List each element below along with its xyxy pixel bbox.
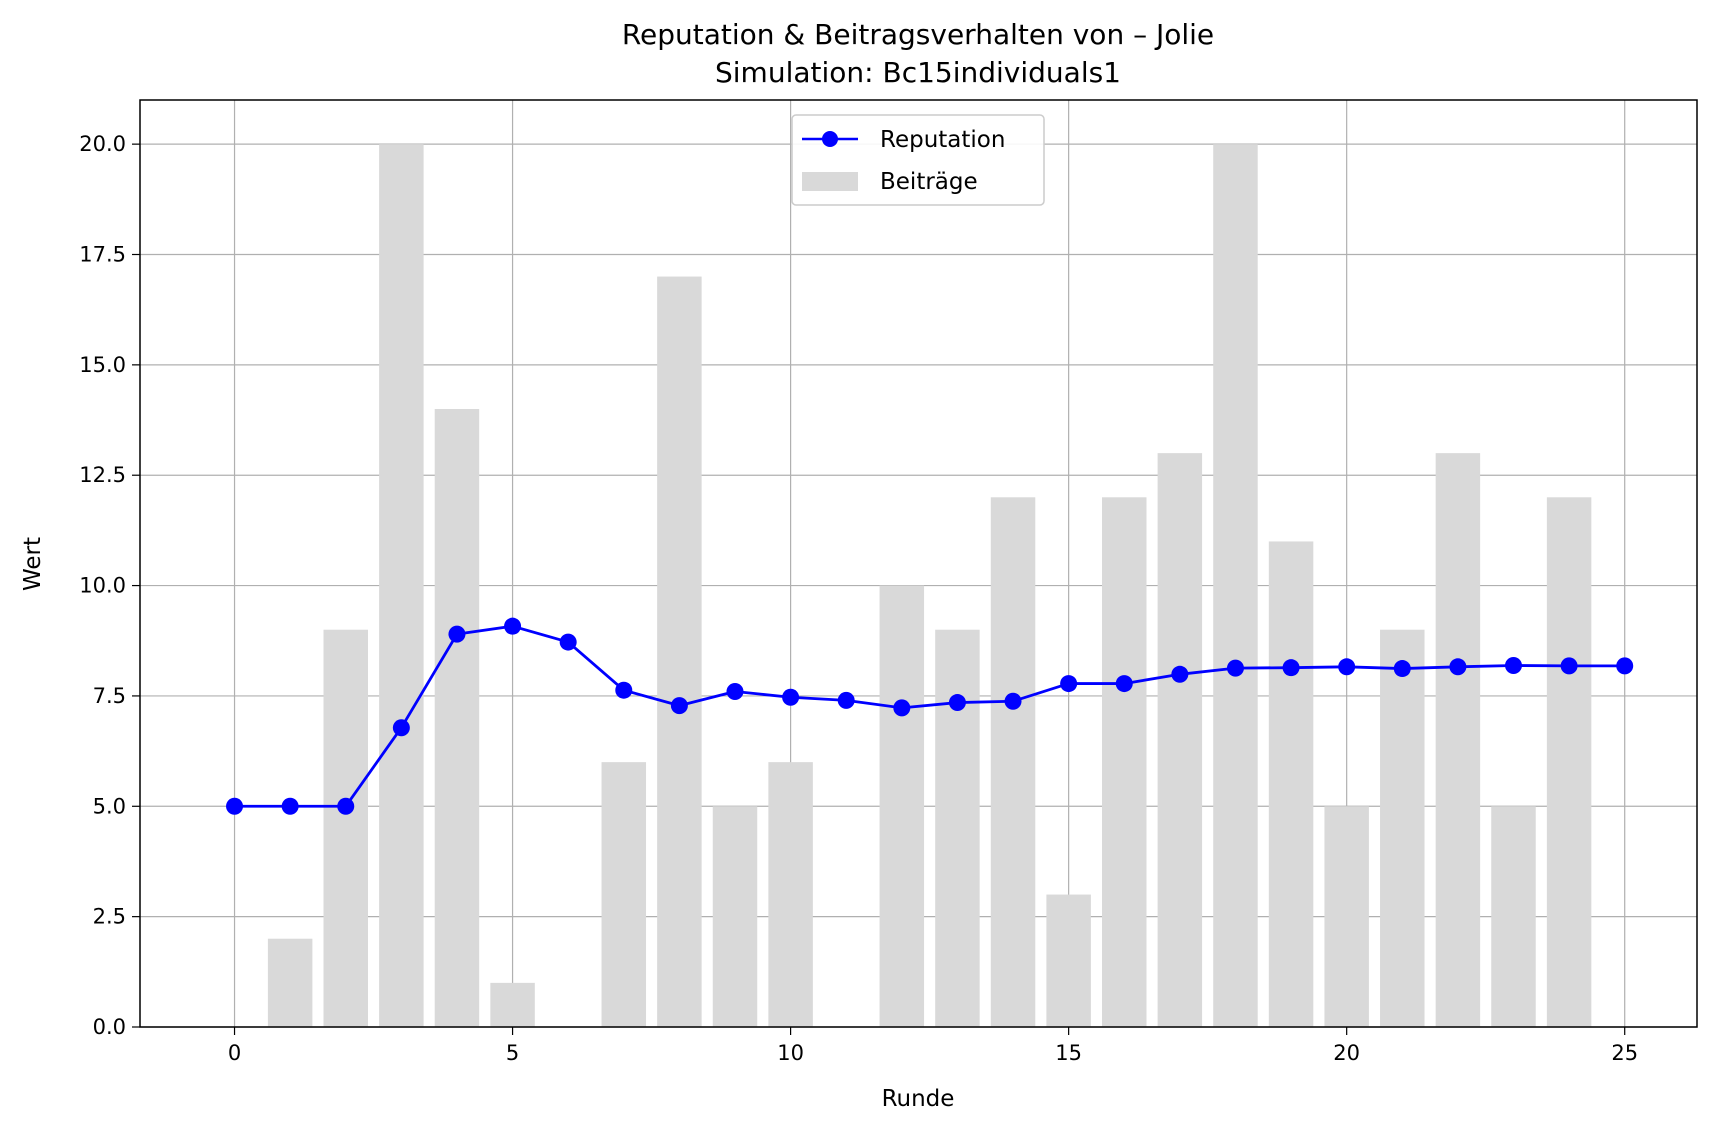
bar-beitraege-8 bbox=[657, 276, 702, 1028]
bar-beitraege-24 bbox=[1546, 497, 1592, 1027]
reputation-point-21 bbox=[1393, 660, 1411, 678]
reputation-point-0 bbox=[226, 797, 244, 815]
y-tick-label: 7.5 bbox=[93, 684, 126, 708]
bar-beitraege-4 bbox=[434, 409, 480, 1027]
reputation-point-2 bbox=[337, 797, 355, 815]
reputation-point-11 bbox=[837, 691, 855, 709]
y-tick-label: 2.5 bbox=[93, 905, 126, 929]
line-series-reputation bbox=[226, 617, 1634, 815]
x-tick-label: 5 bbox=[506, 1041, 519, 1065]
legend: Reputation Beiträge bbox=[791, 114, 1045, 206]
reputation-point-6 bbox=[559, 633, 577, 651]
reputation-point-5 bbox=[504, 617, 522, 635]
bar-beitraege-16 bbox=[1102, 497, 1147, 1027]
reputation-point-8 bbox=[670, 697, 688, 715]
reputation-point-12 bbox=[893, 699, 911, 717]
bar-beitraege-10 bbox=[768, 762, 813, 1027]
chart-subtitle: Simulation: Bc15individuals1 bbox=[715, 56, 1121, 89]
reputation-point-1 bbox=[281, 797, 299, 815]
bar-beitraege-15 bbox=[1046, 894, 1091, 1027]
bar-beitraege-7 bbox=[601, 762, 647, 1027]
reputation-point-24 bbox=[1560, 657, 1578, 675]
reputation-point-10 bbox=[782, 688, 800, 706]
x-tick-label: 25 bbox=[1611, 1041, 1638, 1065]
reputation-point-9 bbox=[726, 683, 744, 701]
bar-beitraege-23 bbox=[1491, 806, 1536, 1027]
reputation-point-3 bbox=[392, 719, 410, 737]
bar-beitraege-19 bbox=[1268, 541, 1314, 1027]
legend-beitraege-swatch bbox=[802, 172, 858, 191]
legend-beitraege-label: Beiträge bbox=[880, 169, 978, 195]
x-axis-label: Runde bbox=[882, 1086, 955, 1112]
legend-reputation-marker bbox=[822, 131, 838, 147]
reputation-point-16 bbox=[1115, 675, 1133, 693]
reputation-point-22 bbox=[1449, 658, 1467, 676]
bar-beitraege-9 bbox=[712, 806, 758, 1027]
y-tick-label: 17.5 bbox=[79, 243, 126, 267]
y-tick-label: 5.0 bbox=[93, 794, 126, 818]
reputation-point-4 bbox=[448, 625, 466, 643]
axis-ticks: 0 5 10 15 20 25 0.0 2.5 5.0 7.5 10.0 12.5 15.0 17.5 20… bbox=[79, 132, 1638, 1065]
reputation-point-19 bbox=[1282, 659, 1300, 677]
y-axis-label: Wert bbox=[20, 537, 46, 591]
reputation-point-23 bbox=[1504, 656, 1522, 674]
reputation-point-17 bbox=[1171, 665, 1189, 683]
reputation-point-14 bbox=[1004, 692, 1022, 710]
y-tick-label: 15.0 bbox=[79, 353, 126, 377]
reputation-line bbox=[234, 624, 1625, 808]
bar-beitraege-17 bbox=[1157, 453, 1203, 1028]
bar-beitraege-12 bbox=[879, 585, 925, 1027]
bar-beitraege-13 bbox=[935, 629, 980, 1027]
bar-beitraege-2 bbox=[323, 629, 368, 1027]
y-tick-label: 10.0 bbox=[79, 574, 126, 598]
reputation-point-20 bbox=[1338, 658, 1356, 676]
legend-reputation-label: Reputation bbox=[880, 127, 1005, 153]
bar-series-beitraege bbox=[267, 144, 1592, 1028]
y-tick-label: 0.0 bbox=[93, 1015, 126, 1039]
reputation-point-7 bbox=[615, 681, 633, 699]
bar-beitraege-1 bbox=[267, 938, 313, 1027]
reputation-point-18 bbox=[1226, 659, 1244, 677]
y-tick-label: 20.0 bbox=[79, 132, 126, 156]
x-tick-label: 15 bbox=[1055, 1041, 1082, 1065]
chart-title: Reputation & Beitragsverhalten von – Jol… bbox=[622, 18, 1214, 51]
bar-beitraege-5 bbox=[490, 982, 535, 1027]
bar-beitraege-18 bbox=[1213, 144, 1258, 1028]
bar-beitraege-20 bbox=[1324, 806, 1369, 1027]
bar-beitraege-14 bbox=[990, 497, 1036, 1027]
bar-beitraege-21 bbox=[1380, 629, 1425, 1027]
x-tick-label: 10 bbox=[777, 1041, 804, 1065]
reputation-point-25 bbox=[1616, 657, 1634, 675]
y-tick-label: 12.5 bbox=[79, 463, 126, 487]
x-tick-label: 20 bbox=[1333, 1041, 1360, 1065]
plot-frame bbox=[139, 99, 1698, 1028]
bar-beitraege-22 bbox=[1435, 453, 1481, 1028]
bar-beitraege-3 bbox=[379, 144, 424, 1028]
reputation-point-13 bbox=[948, 694, 966, 712]
x-tick-label: 0 bbox=[228, 1041, 241, 1065]
reputation-point-15 bbox=[1060, 675, 1078, 693]
